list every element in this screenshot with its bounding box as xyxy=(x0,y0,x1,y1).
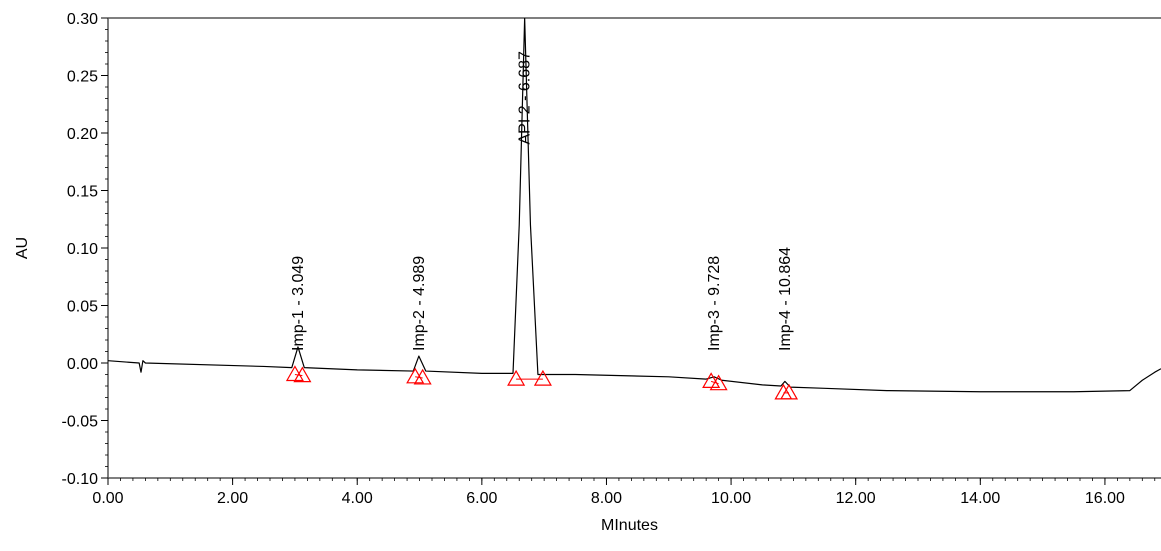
y-tick-label: 0.30 xyxy=(67,11,98,28)
x-tick-label: 0.00 xyxy=(92,490,123,507)
x-tick-label: 10.00 xyxy=(711,490,751,507)
y-tick-label: 0.10 xyxy=(67,241,98,258)
peak-label: Imp-1 - 3.049 xyxy=(290,256,307,351)
y-axis-title: AU xyxy=(14,237,31,259)
chromatogram-trace xyxy=(108,18,1161,393)
integration-marker xyxy=(774,383,793,400)
y-tick-label: 0.15 xyxy=(67,184,98,201)
integration-marker xyxy=(413,368,432,385)
x-tick-label: 16.00 xyxy=(1085,490,1125,507)
integration-marker xyxy=(779,383,799,400)
x-tick-label: 4.00 xyxy=(342,490,373,507)
integration-marker xyxy=(293,366,312,383)
x-tick-label: 2.00 xyxy=(217,490,248,507)
integration-marker xyxy=(709,374,728,391)
x-tick-label: 12.00 xyxy=(836,490,876,507)
peak-label: Imp-2 - 4.989 xyxy=(411,256,428,351)
integration-marker xyxy=(533,369,552,386)
integration-marker xyxy=(507,369,526,386)
y-tick-label: 0.05 xyxy=(67,299,98,316)
y-tick-label: 0.25 xyxy=(67,69,98,86)
x-axis-title: MInutes xyxy=(601,517,658,534)
peak-label: API 2 - 6.687 xyxy=(517,51,534,144)
y-tick-label: 0.00 xyxy=(67,356,98,373)
integration-marker xyxy=(702,372,721,388)
x-tick-label: 6.00 xyxy=(466,490,497,507)
x-tick-label: 14.00 xyxy=(960,490,1000,507)
y-tick-label: -0.05 xyxy=(62,414,99,431)
y-tick-label: 0.20 xyxy=(67,126,98,143)
y-tick-label: -0.10 xyxy=(62,471,99,488)
peak-label: Imp-3 - 9.728 xyxy=(706,256,723,351)
x-tick-label: 8.00 xyxy=(591,490,622,507)
peak-label: Imp-4 - 10.864 xyxy=(777,247,794,351)
integration-marker xyxy=(285,365,304,382)
